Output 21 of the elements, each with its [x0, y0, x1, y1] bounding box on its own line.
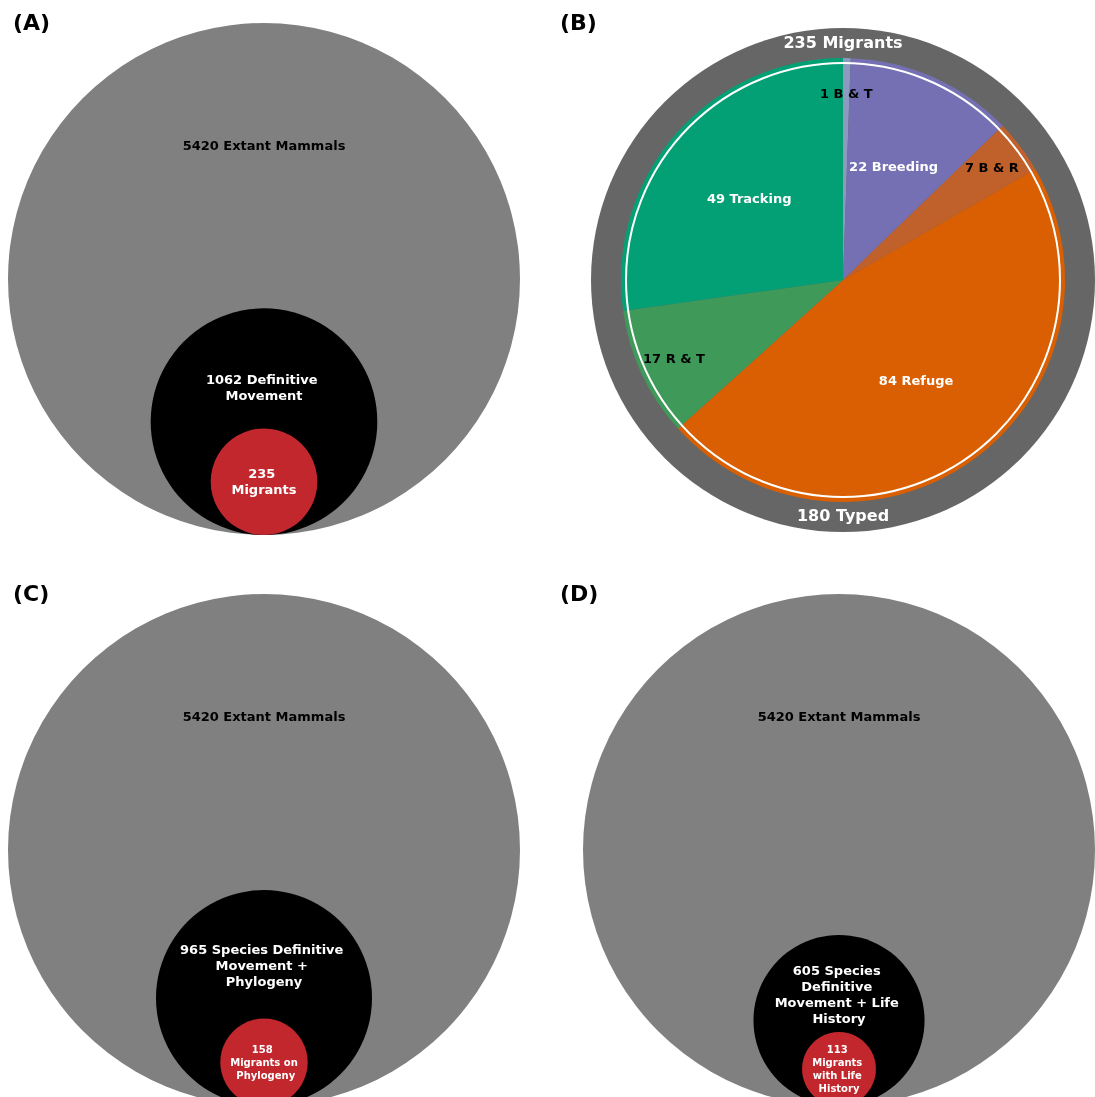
- text: (C): [13, 580, 50, 606]
- data-label: 605 Species Definitive Movement + Life History: [774, 963, 904, 1027]
- data-label: 5420 Extant Mammals: [182, 138, 346, 154]
- data-label: 1062 Definitive Movement: [205, 372, 323, 404]
- data-label: 5420 Extant Mammals: [757, 709, 921, 725]
- data-label: 49 Tracking: [706, 190, 792, 206]
- data-label: 7 B & R: [964, 160, 1019, 176]
- data-label: 17 R & T: [643, 351, 706, 367]
- data-label: 965 Species Definitive Movement + Phylogeny: [180, 942, 348, 990]
- text: 235 Migrants: [783, 32, 903, 52]
- chart-title: (B): [560, 9, 597, 35]
- data-label: 22 Breeding: [849, 158, 939, 174]
- text: (D): [560, 580, 599, 606]
- data-label: 113 Migrants with Life History: [812, 1044, 866, 1095]
- data-label: 5420 Extant Mammals: [182, 709, 346, 725]
- text: (A): [13, 9, 51, 35]
- data-label: 235 Migrants: [231, 466, 297, 498]
- text: 180 Typed: [796, 505, 890, 525]
- data-label: 158 Migrants on Phylogeny: [230, 1043, 298, 1081]
- data-label: 1 B & T: [819, 86, 873, 102]
- data-label: 84 Refuge: [878, 373, 954, 389]
